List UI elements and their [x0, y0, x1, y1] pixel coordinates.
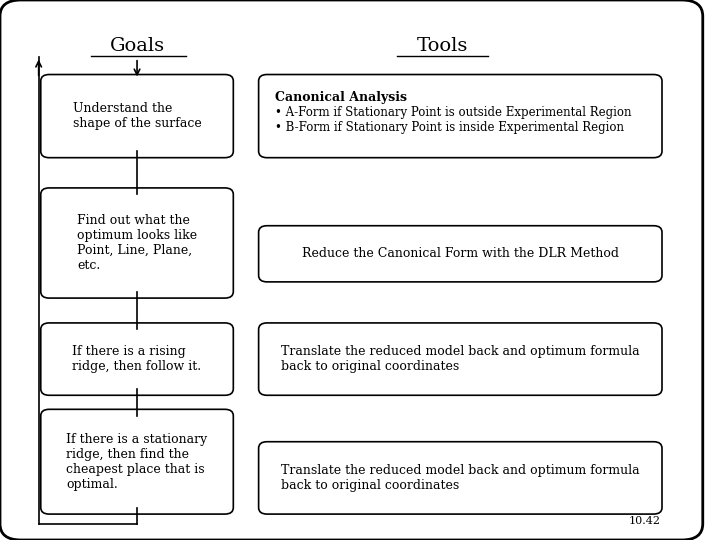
Text: Goals: Goals	[109, 37, 165, 55]
FancyBboxPatch shape	[0, 0, 703, 540]
FancyBboxPatch shape	[258, 323, 662, 395]
FancyBboxPatch shape	[258, 75, 662, 158]
FancyBboxPatch shape	[258, 226, 662, 282]
Text: If there is a rising
ridge, then follow it.: If there is a rising ridge, then follow …	[73, 345, 202, 373]
Text: • B-Form if Stationary Point is inside Experimental Region: • B-Form if Stationary Point is inside E…	[276, 121, 624, 134]
FancyBboxPatch shape	[41, 409, 233, 514]
Text: Reduce the Canonical Form with the DLR Method: Reduce the Canonical Form with the DLR M…	[302, 247, 618, 260]
Text: Understand the
shape of the surface: Understand the shape of the surface	[73, 102, 202, 130]
FancyBboxPatch shape	[41, 188, 233, 298]
Text: Tools: Tools	[417, 37, 469, 55]
FancyBboxPatch shape	[258, 442, 662, 514]
Text: • A-Form if Stationary Point is outside Experimental Region: • A-Form if Stationary Point is outside …	[276, 106, 632, 119]
Text: Translate the reduced model back and optimum formula
back to original coordinate: Translate the reduced model back and opt…	[281, 345, 639, 373]
Text: Canonical Analysis: Canonical Analysis	[276, 91, 408, 104]
Text: If there is a stationary
ridge, then find the
cheapest place that is
optimal.: If there is a stationary ridge, then fin…	[66, 433, 207, 491]
FancyBboxPatch shape	[41, 323, 233, 395]
Text: Translate the reduced model back and optimum formula
back to original coordinate: Translate the reduced model back and opt…	[281, 464, 639, 492]
FancyBboxPatch shape	[41, 75, 233, 158]
Text: 10.42: 10.42	[629, 516, 660, 526]
Text: Find out what the
optimum looks like
Point, Line, Plane,
etc.: Find out what the optimum looks like Poi…	[77, 214, 197, 272]
